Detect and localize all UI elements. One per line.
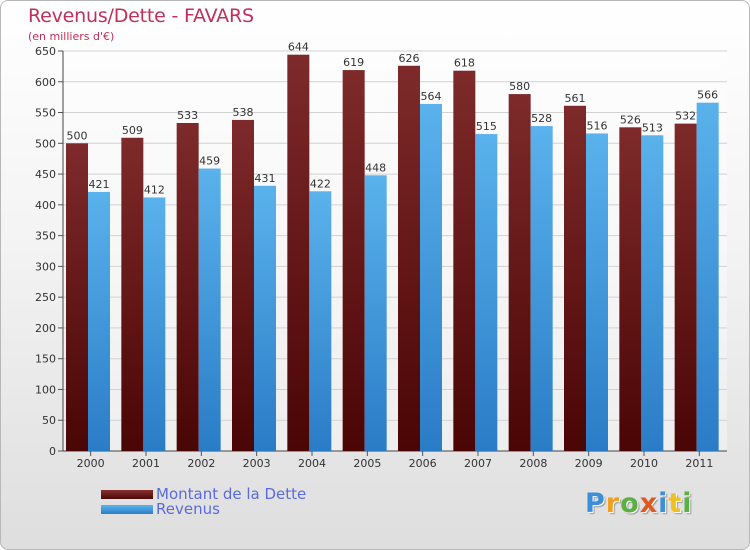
x-tick-label: 2006 (409, 457, 437, 470)
bar-value-label: 533 (177, 109, 198, 122)
bar-debt (176, 123, 199, 451)
bar-revenus (530, 126, 553, 452)
legend-swatch-revenus (101, 505, 153, 514)
x-tick-label: 2000 (77, 457, 105, 470)
legend-label-dette: Montant de la Dette (156, 485, 307, 503)
bar-value-label: 509 (122, 124, 143, 137)
bar-revenus (475, 134, 498, 452)
bar-debt (121, 137, 144, 451)
logo-letter: P (585, 488, 606, 519)
x-tick-label: 2008 (519, 457, 547, 470)
bar-debt (453, 70, 476, 451)
bar-debt (287, 54, 310, 451)
x-tick-label: 2005 (353, 457, 381, 470)
legend-label-revenus: Revenus (156, 500, 220, 518)
bar-value-label: 644 (288, 41, 309, 54)
x-tick-label: 2011 (685, 457, 713, 470)
plot-area (63, 51, 727, 451)
bar-chart: 0 50 100 150 200 250 300 350 400 450 500 550 600 650 2… (35, 41, 727, 470)
x-tick-label: 2004 (298, 457, 326, 470)
y-tick-label: 200 (35, 322, 56, 335)
bar-value-label: 561 (565, 92, 586, 105)
bar-value-label: 516 (587, 119, 608, 132)
bar-value-label: 538 (233, 106, 254, 119)
bar-debt (508, 94, 531, 452)
legend-swatch-dette (101, 490, 153, 499)
y-tick-label: 600 (35, 76, 56, 89)
bar-value-label: 431 (255, 172, 276, 185)
x-tick-label: 2003 (243, 457, 271, 470)
y-tick-label: 350 (35, 230, 56, 243)
y-tick-label: 100 (35, 383, 56, 396)
bar-value-label: 412 (144, 183, 165, 196)
bar-value-label: 528 (531, 112, 552, 125)
bar-revenus (88, 191, 110, 451)
y-tick-label: 150 (35, 353, 56, 366)
y-tick-label: 250 (35, 291, 56, 304)
proxiti-logo: Proxiti (585, 489, 693, 519)
bar-revenus (143, 197, 166, 451)
bar-revenus (420, 103, 442, 451)
bar-revenus (696, 102, 719, 451)
y-tick-label: 650 (35, 45, 56, 58)
bar-value-label: 513 (642, 121, 663, 134)
bar-debt (398, 65, 420, 452)
bar-debt (674, 123, 697, 451)
y-tick-label: 300 (35, 260, 56, 273)
logo-letter: o (620, 488, 640, 519)
bar-value-label: 422 (310, 177, 331, 190)
bar-debt (619, 127, 642, 452)
bar-revenus (254, 185, 276, 451)
bar-value-label: 566 (697, 89, 718, 102)
x-tick-label: 2010 (630, 457, 658, 470)
y-tick-label: 450 (35, 168, 56, 181)
bar-value-label: 500 (67, 129, 88, 142)
chart-subtitle: (en milliers d'€) (28, 30, 115, 43)
logo-letter: i (682, 488, 693, 519)
bar-value-label: 448 (365, 161, 386, 174)
x-tick-label: 2001 (132, 457, 160, 470)
y-tick-label: 400 (35, 199, 56, 212)
bar-value-label: 580 (509, 80, 530, 93)
bar-value-label: 619 (343, 56, 364, 69)
bar-revenus (198, 168, 221, 452)
bar-revenus (364, 175, 387, 452)
logo-letter: x (639, 488, 659, 519)
x-tick-label: 2009 (575, 457, 603, 470)
y-tick-label: 550 (35, 107, 56, 120)
y-tick-label: 500 (35, 137, 56, 150)
bar-revenus (641, 135, 664, 452)
bar-value-label: 532 (675, 110, 696, 123)
bar-debt (66, 143, 88, 452)
x-tick-label: 2007 (464, 457, 492, 470)
logo-letter: t (668, 488, 683, 519)
bar-value-label: 421 (89, 178, 110, 191)
x-tick-label: 2002 (187, 457, 215, 470)
bar-revenus (586, 133, 608, 451)
chart-title: Revenus/Dette - FAVARS (28, 5, 254, 27)
logo-letter: i (658, 488, 669, 519)
bar-value-label: 459 (199, 155, 220, 168)
bar-value-label: 626 (399, 52, 420, 65)
bar-value-label: 618 (454, 57, 475, 70)
bar-value-label: 515 (476, 120, 497, 133)
y-tick-label: 0 (49, 445, 56, 458)
bar-value-label: 526 (620, 113, 641, 126)
bar-debt (342, 70, 365, 452)
bar-debt (232, 119, 254, 451)
bar-value-label: 564 (421, 90, 442, 103)
logo-letter: r (605, 488, 621, 519)
bar-debt (564, 105, 586, 452)
bar-revenus (309, 191, 332, 452)
y-tick-label: 50 (42, 414, 56, 427)
